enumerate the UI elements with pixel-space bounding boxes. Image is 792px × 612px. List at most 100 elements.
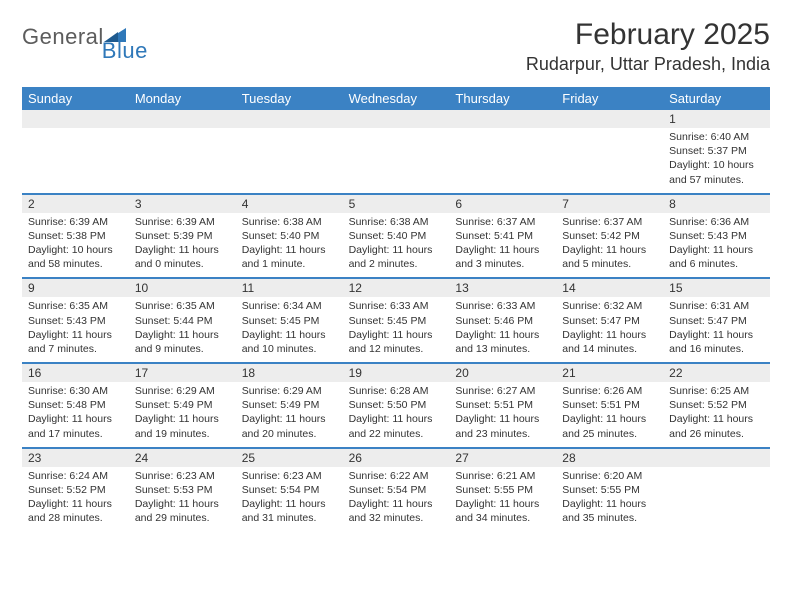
- sunset-text: Sunset: 5:47 PM: [669, 314, 764, 328]
- day-number: 11: [236, 279, 343, 297]
- weekday-header: Wednesday: [343, 87, 450, 110]
- sunset-text: Sunset: 5:43 PM: [28, 314, 123, 328]
- calendar-day-cell: 4Sunrise: 6:38 AMSunset: 5:40 PMDaylight…: [236, 195, 343, 278]
- day-number: 28: [556, 449, 663, 467]
- day-number: 8: [663, 195, 770, 213]
- day-details: Sunrise: 6:29 AMSunset: 5:49 PMDaylight:…: [129, 382, 236, 447]
- calendar-day-cell: 1Sunrise: 6:40 AMSunset: 5:37 PMDaylight…: [663, 110, 770, 193]
- sunrise-text: Sunrise: 6:30 AM: [28, 384, 123, 398]
- weekday-header: Friday: [556, 87, 663, 110]
- daylight-text: Daylight: 11 hours and 14 minutes.: [562, 328, 657, 356]
- sunset-text: Sunset: 5:50 PM: [349, 398, 444, 412]
- calendar-day-cell: [449, 110, 556, 193]
- sunset-text: Sunset: 5:49 PM: [242, 398, 337, 412]
- calendar-day-cell: 21Sunrise: 6:26 AMSunset: 5:51 PMDayligh…: [556, 364, 663, 447]
- daylight-text: Daylight: 11 hours and 35 minutes.: [562, 497, 657, 525]
- calendar-day-cell: 9Sunrise: 6:35 AMSunset: 5:43 PMDaylight…: [22, 279, 129, 362]
- daylight-text: Daylight: 11 hours and 31 minutes.: [242, 497, 337, 525]
- sunrise-text: Sunrise: 6:33 AM: [455, 299, 550, 313]
- sunrise-text: Sunrise: 6:23 AM: [242, 469, 337, 483]
- day-details: Sunrise: 6:35 AMSunset: 5:44 PMDaylight:…: [129, 297, 236, 362]
- calendar-day-cell: 28Sunrise: 6:20 AMSunset: 5:55 PMDayligh…: [556, 449, 663, 532]
- calendar-day-cell: [22, 110, 129, 193]
- sunset-text: Sunset: 5:48 PM: [28, 398, 123, 412]
- sunrise-text: Sunrise: 6:24 AM: [28, 469, 123, 483]
- logo-text-blue: Blue: [102, 38, 148, 64]
- sunset-text: Sunset: 5:37 PM: [669, 144, 764, 158]
- daylight-text: Daylight: 11 hours and 6 minutes.: [669, 243, 764, 271]
- day-details: Sunrise: 6:21 AMSunset: 5:55 PMDaylight:…: [449, 467, 556, 532]
- calendar-day-cell: [556, 110, 663, 193]
- sunrise-text: Sunrise: 6:23 AM: [135, 469, 230, 483]
- day-details: Sunrise: 6:36 AMSunset: 5:43 PMDaylight:…: [663, 213, 770, 278]
- sunrise-text: Sunrise: 6:37 AM: [562, 215, 657, 229]
- day-number: [449, 110, 556, 128]
- day-number: 19: [343, 364, 450, 382]
- calendar-week-row: 16Sunrise: 6:30 AMSunset: 5:48 PMDayligh…: [22, 364, 770, 449]
- calendar-day-cell: 19Sunrise: 6:28 AMSunset: 5:50 PMDayligh…: [343, 364, 450, 447]
- sunset-text: Sunset: 5:55 PM: [455, 483, 550, 497]
- sunset-text: Sunset: 5:39 PM: [135, 229, 230, 243]
- calendar-day-cell: 18Sunrise: 6:29 AMSunset: 5:49 PMDayligh…: [236, 364, 343, 447]
- day-number: [22, 110, 129, 128]
- day-details: Sunrise: 6:31 AMSunset: 5:47 PMDaylight:…: [663, 297, 770, 362]
- day-details: Sunrise: 6:26 AMSunset: 5:51 PMDaylight:…: [556, 382, 663, 447]
- daylight-text: Daylight: 11 hours and 26 minutes.: [669, 412, 764, 440]
- day-number: 21: [556, 364, 663, 382]
- day-number: 22: [663, 364, 770, 382]
- calendar-day-cell: 7Sunrise: 6:37 AMSunset: 5:42 PMDaylight…: [556, 195, 663, 278]
- day-number: 15: [663, 279, 770, 297]
- daylight-text: Daylight: 11 hours and 1 minute.: [242, 243, 337, 271]
- sunset-text: Sunset: 5:44 PM: [135, 314, 230, 328]
- location-subtitle: Rudarpur, Uttar Pradesh, India: [526, 54, 770, 75]
- sunrise-text: Sunrise: 6:29 AM: [242, 384, 337, 398]
- day-number: 10: [129, 279, 236, 297]
- calendar-day-cell: 11Sunrise: 6:34 AMSunset: 5:45 PMDayligh…: [236, 279, 343, 362]
- weekday-header: Tuesday: [236, 87, 343, 110]
- day-number: 12: [343, 279, 450, 297]
- sunrise-text: Sunrise: 6:35 AM: [28, 299, 123, 313]
- calendar-day-cell: 5Sunrise: 6:38 AMSunset: 5:40 PMDaylight…: [343, 195, 450, 278]
- day-details: Sunrise: 6:37 AMSunset: 5:42 PMDaylight:…: [556, 213, 663, 278]
- sunset-text: Sunset: 5:46 PM: [455, 314, 550, 328]
- sunrise-text: Sunrise: 6:28 AM: [349, 384, 444, 398]
- day-number: [663, 449, 770, 467]
- daylight-text: Daylight: 11 hours and 29 minutes.: [135, 497, 230, 525]
- sunset-text: Sunset: 5:43 PM: [669, 229, 764, 243]
- day-number: 16: [22, 364, 129, 382]
- logo-text-general: General: [22, 24, 104, 50]
- day-number: 25: [236, 449, 343, 467]
- weekday-header: Monday: [129, 87, 236, 110]
- calendar-week-row: 2Sunrise: 6:39 AMSunset: 5:38 PMDaylight…: [22, 195, 770, 280]
- day-details: Sunrise: 6:33 AMSunset: 5:46 PMDaylight:…: [449, 297, 556, 362]
- daylight-text: Daylight: 11 hours and 28 minutes.: [28, 497, 123, 525]
- sunset-text: Sunset: 5:41 PM: [455, 229, 550, 243]
- sunset-text: Sunset: 5:40 PM: [349, 229, 444, 243]
- day-number: 1: [663, 110, 770, 128]
- calendar-day-cell: [663, 449, 770, 532]
- weekday-header: Saturday: [663, 87, 770, 110]
- day-number: 27: [449, 449, 556, 467]
- sunset-text: Sunset: 5:55 PM: [562, 483, 657, 497]
- day-number: 2: [22, 195, 129, 213]
- sunrise-text: Sunrise: 6:36 AM: [669, 215, 764, 229]
- sunrise-text: Sunrise: 6:21 AM: [455, 469, 550, 483]
- sunset-text: Sunset: 5:45 PM: [349, 314, 444, 328]
- sunrise-text: Sunrise: 6:40 AM: [669, 130, 764, 144]
- sunrise-text: Sunrise: 6:37 AM: [455, 215, 550, 229]
- sunrise-text: Sunrise: 6:22 AM: [349, 469, 444, 483]
- day-number: 24: [129, 449, 236, 467]
- weekday-header-row: Sunday Monday Tuesday Wednesday Thursday…: [22, 87, 770, 110]
- daylight-text: Daylight: 11 hours and 10 minutes.: [242, 328, 337, 356]
- day-number: 9: [22, 279, 129, 297]
- day-details: Sunrise: 6:30 AMSunset: 5:48 PMDaylight:…: [22, 382, 129, 447]
- daylight-text: Daylight: 11 hours and 23 minutes.: [455, 412, 550, 440]
- sunrise-text: Sunrise: 6:33 AM: [349, 299, 444, 313]
- sunrise-text: Sunrise: 6:39 AM: [135, 215, 230, 229]
- sunset-text: Sunset: 5:49 PM: [135, 398, 230, 412]
- sunset-text: Sunset: 5:51 PM: [562, 398, 657, 412]
- sunset-text: Sunset: 5:53 PM: [135, 483, 230, 497]
- day-details: Sunrise: 6:24 AMSunset: 5:52 PMDaylight:…: [22, 467, 129, 532]
- day-number: 17: [129, 364, 236, 382]
- calendar-day-cell: 25Sunrise: 6:23 AMSunset: 5:54 PMDayligh…: [236, 449, 343, 532]
